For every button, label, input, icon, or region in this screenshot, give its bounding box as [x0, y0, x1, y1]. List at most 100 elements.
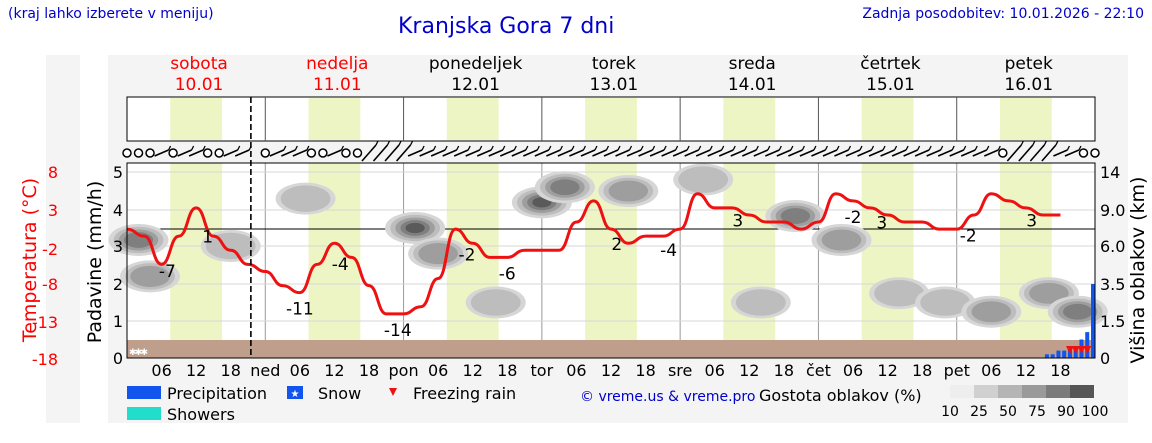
wind-barb — [870, 145, 875, 151]
wind-arrow — [949, 149, 965, 157]
wind-barb — [490, 145, 494, 151]
daylight-band — [170, 163, 223, 358]
precip-tick-label: 1 — [113, 312, 123, 331]
precip-tick-label: 5 — [113, 163, 123, 182]
cloud-height-axis-title: Višina oblakov (km) — [1127, 177, 1149, 364]
x-tick-label: 18 — [635, 361, 655, 380]
x-tick-label: 06 — [566, 361, 586, 380]
cloud-blob — [550, 179, 580, 196]
wind-barb — [801, 145, 805, 151]
region-note: (kraj lahko izberete v meniju) — [8, 6, 214, 22]
legend-freezing-rain-label: Freezing rain — [413, 384, 516, 403]
wind-barb — [847, 145, 852, 151]
wind-arrow — [407, 149, 423, 157]
wind-arrow — [292, 149, 308, 157]
wind-arrow — [177, 149, 192, 157]
x-tick-label: 12 — [601, 361, 621, 380]
wind-calm-marker — [998, 148, 1008, 158]
wind-barb — [1043, 140, 1047, 146]
x-tick-label: 12 — [739, 361, 759, 380]
wind-calm-marker — [1078, 148, 1089, 158]
wind-barb — [467, 145, 471, 151]
wind-barb — [755, 145, 759, 151]
x-tick-label: 12 — [324, 361, 344, 380]
wind-barb — [237, 145, 241, 151]
wind-calm-marker — [145, 148, 155, 158]
wind-barb — [675, 145, 679, 151]
cloud-blob — [405, 222, 425, 234]
wind-barb — [409, 140, 414, 146]
wind-arrow — [476, 149, 492, 157]
legend-showers-label: Showers — [167, 405, 235, 424]
wind-arrow — [188, 149, 204, 157]
wind-barb — [191, 145, 195, 151]
wind-arrow — [592, 149, 607, 157]
cloud-blob — [418, 243, 458, 265]
wind-barb — [893, 145, 898, 151]
day-date: 10.01 — [175, 75, 224, 95]
wind-barb — [698, 145, 702, 151]
cloud-blob — [1063, 303, 1093, 320]
daylight-band — [999, 163, 1052, 358]
daylight-icon-band — [308, 98, 361, 140]
x-tick-label: 12 — [186, 361, 206, 380]
wind-barb — [1055, 140, 1059, 146]
temperature-label: -2 — [845, 208, 862, 228]
plot-border — [126, 162, 1096, 359]
wind-arrow — [638, 149, 653, 157]
wind-arrow — [972, 149, 988, 157]
credit-link[interactable]: © vreme.us & vreme.pro — [580, 389, 755, 405]
x-tick-label: 06 — [705, 361, 725, 380]
day-name: sobota — [170, 54, 228, 74]
wind-arrow — [937, 149, 953, 157]
wind-arrow — [684, 149, 699, 157]
wind-arrow — [776, 149, 792, 157]
wind-arrow — [603, 149, 619, 157]
temperature-label: 3 — [1026, 211, 1037, 231]
x-tick-label: čet — [806, 361, 831, 380]
wind-calm-marker — [352, 148, 363, 158]
snow-marker: ✱ — [141, 348, 149, 358]
wind-arrow — [718, 149, 734, 157]
wind-arrow — [615, 149, 630, 157]
daylight-icon-band — [446, 98, 499, 140]
wind-barb — [651, 145, 656, 151]
wind-arrow — [281, 149, 296, 157]
x-tick-label: 12 — [1016, 361, 1036, 380]
wind-arrow — [234, 149, 250, 157]
daylight-band — [861, 163, 914, 358]
wind-arrow — [384, 144, 400, 162]
x-tick-label: 06 — [981, 361, 1001, 380]
wind-arrow — [1064, 149, 1080, 157]
wind-calm-marker — [260, 148, 271, 158]
wind-arrow — [419, 149, 434, 157]
wind-arrow — [372, 144, 389, 162]
wind-arrow — [534, 149, 550, 157]
temperature-line — [126, 192, 1061, 316]
temp-tick-label: -8 — [42, 275, 58, 294]
x-tick-label: 06 — [428, 361, 448, 380]
day-name: torek — [592, 54, 636, 74]
x-tick-label: tor — [531, 361, 554, 380]
wind-barb — [951, 145, 955, 151]
precip-tick-label: 4 — [113, 201, 123, 220]
wind-arrow — [753, 149, 769, 157]
day-name: sreda — [729, 54, 776, 74]
cloud-height-tick-label: 6.0 — [1100, 237, 1125, 256]
wind-barb — [617, 145, 621, 151]
day-name: nedelja — [306, 54, 368, 74]
cloud-scale-swatch — [1046, 385, 1070, 398]
cloud-scale-label: 90 — [1057, 404, 1075, 420]
wind-arrow — [903, 149, 918, 157]
wind-barb — [398, 140, 402, 146]
wind-arrow — [695, 149, 711, 157]
snow-marker: ✱ — [129, 348, 137, 358]
wind-arrow — [765, 149, 780, 157]
temperature-label: -4 — [332, 255, 349, 275]
wind-arrow — [546, 149, 561, 157]
wind-barb — [502, 145, 506, 151]
cloud-blob — [130, 265, 170, 287]
wind-barb — [513, 145, 517, 151]
cloud-scale-label: 25 — [970, 404, 988, 420]
temp-tick-label: 3 — [48, 201, 58, 220]
